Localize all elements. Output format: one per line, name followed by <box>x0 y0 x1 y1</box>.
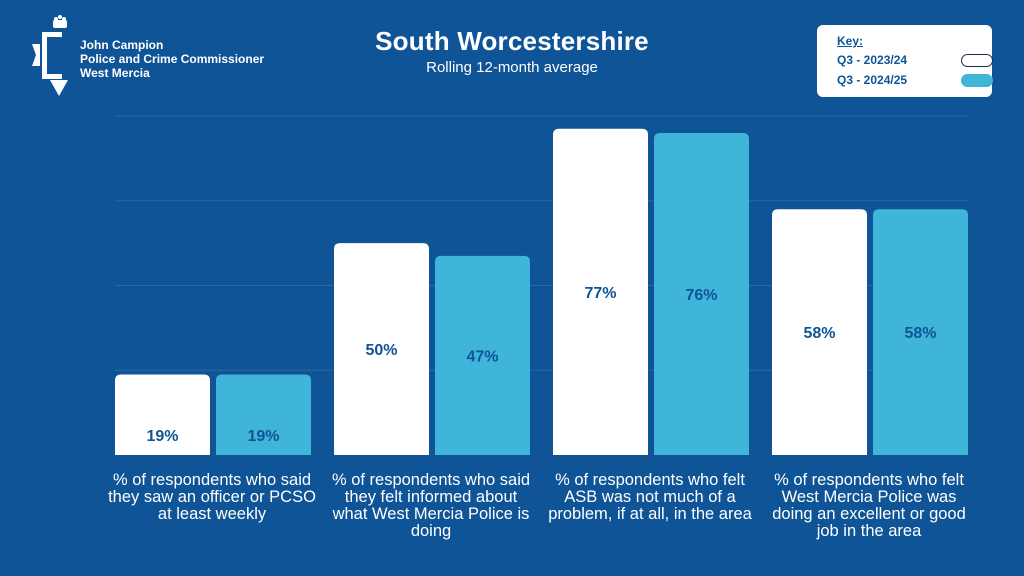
commissioner-role: Police and Crime Commissioner <box>80 52 265 66</box>
bar-series1-cat2 <box>654 132 749 455</box>
legend-swatch-2024 <box>961 74 993 87</box>
data-label-series1-cat1: 47% <box>466 348 498 365</box>
commissioner-area: West Mercia <box>80 66 150 80</box>
bar-series0-cat1 <box>334 243 429 455</box>
legend-item-2024: Q3 - 2024/25 <box>837 73 993 87</box>
data-label-series0-cat1: 50% <box>365 342 397 359</box>
pcc-logo: John Campion Police and Crime Commission… <box>28 14 268 136</box>
category-label-2: % of respondents who felt ASB was not mu… <box>548 471 752 523</box>
legend-item-2023: Q3 - 2023/24 <box>837 53 993 67</box>
chart-title: South Worcestershire <box>375 26 649 56</box>
commissioner-name: John Campion <box>80 38 164 52</box>
category-label-3: % of respondents who felt West Mercia Po… <box>772 471 966 540</box>
bar-series1-cat1 <box>435 255 530 455</box>
logo-text: John Campion Police and Crime Commission… <box>80 38 264 80</box>
legend-label-2024: Q3 - 2024/25 <box>837 73 908 87</box>
legend: Key: Q3 - 2023/24 Q3 - 2024/25 <box>817 25 993 97</box>
legend-swatch-2023 <box>961 54 993 67</box>
data-label-series0-cat0: 19% <box>146 428 178 445</box>
data-label-series0-cat2: 77% <box>584 285 616 302</box>
chart-subtitle: Rolling 12-month average <box>426 59 598 76</box>
data-label-series1-cat3: 58% <box>904 325 936 342</box>
data-label-series1-cat2: 76% <box>685 287 717 304</box>
bar-series1-cat0 <box>216 374 311 455</box>
chart-title-block: South Worcestershire Rolling 12-month av… <box>0 26 1024 76</box>
bar-series0-cat3 <box>772 209 867 455</box>
data-label-series1-cat0: 19% <box>247 428 279 445</box>
legend-title: Key: <box>837 34 864 48</box>
category-label-1: % of respondents who said they felt info… <box>331 471 531 540</box>
data-label-series0-cat3: 58% <box>803 325 835 342</box>
legend-label-2023: Q3 - 2023/24 <box>837 53 908 67</box>
bar-series0-cat0 <box>115 374 210 455</box>
bar-series0-cat2 <box>553 128 648 455</box>
category-label-0: % of respondents who said they saw an of… <box>108 471 316 523</box>
bar-series1-cat3 <box>873 209 968 455</box>
